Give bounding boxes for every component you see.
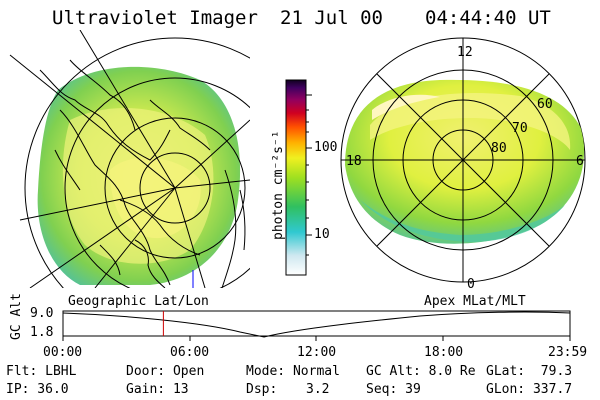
info-glon: GLon: 337.7 xyxy=(486,382,573,397)
altitude-plot xyxy=(62,310,571,341)
altitude-xtick: 23:59 xyxy=(548,345,588,360)
info-mode: Mode: Normal xyxy=(246,364,340,379)
apex-mlt-0: 0 xyxy=(467,277,475,292)
info-gc-alt: GC Alt: 8.0 Re xyxy=(366,364,476,379)
apex-lat-80: 80 xyxy=(491,141,507,156)
colorbar-tick-10: 10 xyxy=(314,227,330,242)
instrument-title: Ultraviolet Imager xyxy=(52,7,258,29)
info-dsp-label: Dsp: xyxy=(246,382,278,397)
apex-map-label: Apex MLat/MLT xyxy=(424,294,526,309)
altitude-curve xyxy=(62,311,571,338)
geo-map-label: Geographic Lat/Lon xyxy=(68,294,209,309)
apex-mlt-18: 18 xyxy=(346,154,362,169)
observation-time: 04:44:40 UT xyxy=(425,7,551,29)
altitude-xtick: 12:00 xyxy=(297,345,337,360)
altitude-xtick: 00:00 xyxy=(43,345,83,360)
observation-date: 21 Jul 00 xyxy=(280,7,383,29)
altitude-axis-label: GC Alt xyxy=(9,293,24,340)
colorbar-tick-100: 100 xyxy=(314,140,338,155)
apex-map xyxy=(340,37,586,283)
geo-grid xyxy=(9,30,250,288)
info-filter: Flt: LBHL xyxy=(6,364,77,379)
colorbar xyxy=(285,79,307,276)
info-dsp-value: 3.2 xyxy=(306,382,330,397)
apex-grid xyxy=(341,38,585,282)
info-ip: IP: 36.0 xyxy=(6,382,69,397)
apex-mlt-6: 6 xyxy=(576,154,584,169)
apex-lat-70: 70 xyxy=(512,121,528,136)
altitude-xtick: 06:00 xyxy=(170,345,210,360)
apex-mlt-12: 12 xyxy=(457,45,473,60)
altitude-xtick: 18:00 xyxy=(424,345,464,360)
colorbar-ticks xyxy=(306,94,312,256)
info-seq: Seq: 39 xyxy=(366,382,421,397)
colorbar-unit-label: photon cm⁻²s⁻¹ xyxy=(271,130,286,240)
info-gain: Gain: 13 xyxy=(126,382,189,397)
altitude-ytick-high: 9.0 xyxy=(30,306,54,321)
geographic-map xyxy=(9,30,250,288)
info-glat: GLat: 79.3 xyxy=(486,364,573,379)
altitude-ytick-low: 1.8 xyxy=(30,325,54,340)
apex-lat-60: 60 xyxy=(537,97,553,112)
info-door: Door: Open xyxy=(126,364,205,379)
